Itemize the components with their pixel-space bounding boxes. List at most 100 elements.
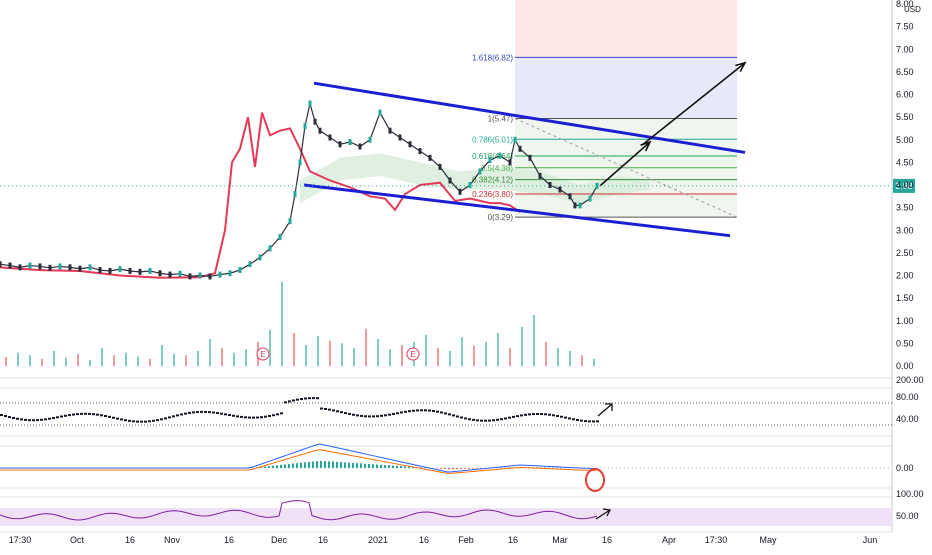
- ind1-point: [436, 411, 439, 413]
- price-candle: [459, 189, 462, 195]
- time-tick: Dec: [271, 535, 288, 545]
- ind1-point: [24, 419, 27, 421]
- ind1-point: [308, 397, 311, 399]
- macd-hist: [276, 465, 278, 468]
- price-candle: [89, 264, 92, 270]
- ind1-point: [180, 413, 183, 415]
- price-candle: [249, 261, 252, 267]
- macd-hist: [364, 464, 366, 468]
- ind1-point: [484, 420, 487, 422]
- volume-bar: [281, 282, 283, 366]
- macd-hist: [468, 468, 470, 469]
- ind2-tick: 0.00: [896, 463, 914, 473]
- ind1-point: [564, 417, 567, 419]
- fib-level-label: 0.382(4.12): [472, 176, 513, 185]
- price-candle: [59, 263, 62, 269]
- fib-level-label: 0(3.29): [488, 213, 514, 222]
- ind1-point: [40, 419, 43, 421]
- ind1-point: [408, 410, 411, 412]
- macd-hist: [320, 461, 322, 468]
- price-candle: [539, 173, 542, 179]
- macd-hist: [264, 467, 266, 468]
- ind1-point: [196, 411, 199, 413]
- ind1-point: [356, 414, 359, 416]
- macd-hist: [308, 462, 310, 468]
- volume-bar: [89, 360, 91, 366]
- ind1-point: [128, 420, 131, 422]
- ind1-point: [496, 419, 499, 421]
- price-tick: 2.00: [896, 271, 914, 281]
- price-candle: [139, 269, 142, 275]
- price-candle: [269, 245, 272, 251]
- volume-bar: [173, 354, 175, 366]
- ind1-point: [36, 419, 39, 421]
- ind1-point: [584, 420, 587, 422]
- time-tick: 16: [602, 535, 612, 545]
- fib-level-label: 0.236(3.80): [472, 190, 513, 199]
- ind1-point: [276, 413, 279, 415]
- volume-bar: [41, 359, 43, 366]
- ind1-point: [316, 397, 319, 399]
- ind1-point: [488, 420, 491, 422]
- ind1-point: [208, 411, 211, 413]
- volume-bar: [125, 353, 127, 366]
- price-candle: [489, 157, 492, 163]
- ind1-point: [456, 415, 459, 417]
- macd-hist: [336, 462, 338, 468]
- macd-hist: [444, 468, 446, 469]
- time-tick: May: [759, 535, 777, 545]
- ind1-point: [252, 417, 255, 419]
- price-candle: [169, 272, 172, 278]
- ind1-point: [132, 420, 135, 422]
- volume-bar: [209, 339, 211, 366]
- macd-hist: [288, 464, 290, 468]
- macd-hist: [340, 462, 342, 468]
- ind1-point: [108, 416, 111, 418]
- ind1-point: [8, 416, 11, 418]
- price-candle: [179, 271, 182, 277]
- ind1-point: [260, 416, 263, 418]
- ind1-point: [360, 415, 363, 417]
- ind1-point: [280, 412, 283, 414]
- volume-bar: [149, 359, 151, 366]
- macd-hist: [380, 465, 382, 468]
- price-candle: [69, 264, 72, 270]
- price-candle: [209, 273, 212, 279]
- ind1-point: [204, 411, 207, 413]
- fib-level-label: 1.618(6.82): [472, 53, 513, 62]
- ind1-point: [348, 413, 351, 415]
- macd-hist: [448, 468, 450, 469]
- fib-level-label: 0.786(5.01): [472, 135, 513, 144]
- ind1-point: [120, 418, 123, 420]
- ind1-point: [168, 416, 171, 418]
- volume-bar: [293, 333, 295, 366]
- ind1-point: [444, 412, 447, 414]
- price-tick: 5.50: [896, 112, 914, 122]
- ichimoku-line: [0, 113, 520, 278]
- volume-bar: [197, 351, 199, 366]
- ind1-point: [4, 415, 7, 417]
- ind1-point: [472, 419, 475, 421]
- price-candle: [379, 110, 382, 116]
- time-tick: 17:30: [9, 535, 32, 545]
- price-candle: [339, 141, 342, 147]
- ind1-point: [560, 416, 563, 418]
- ind1-point: [272, 414, 275, 416]
- price-candle: [509, 159, 512, 165]
- volume-bar: [533, 315, 535, 366]
- price-candle: [289, 218, 292, 224]
- ind1-point: [492, 419, 495, 421]
- time-tick: 16: [508, 535, 518, 545]
- price-candle: [189, 273, 192, 279]
- volume-bar: [101, 348, 103, 366]
- earnings-label: E: [260, 350, 265, 359]
- price-candle: [429, 155, 432, 161]
- macd-signal: [0, 450, 596, 474]
- macd-hist: [400, 466, 402, 468]
- time-tick: 16: [318, 535, 328, 545]
- time-tick: Oct: [70, 535, 85, 545]
- price-candle: [259, 254, 262, 260]
- ind1-point: [388, 414, 391, 416]
- ind1-point: [184, 413, 187, 415]
